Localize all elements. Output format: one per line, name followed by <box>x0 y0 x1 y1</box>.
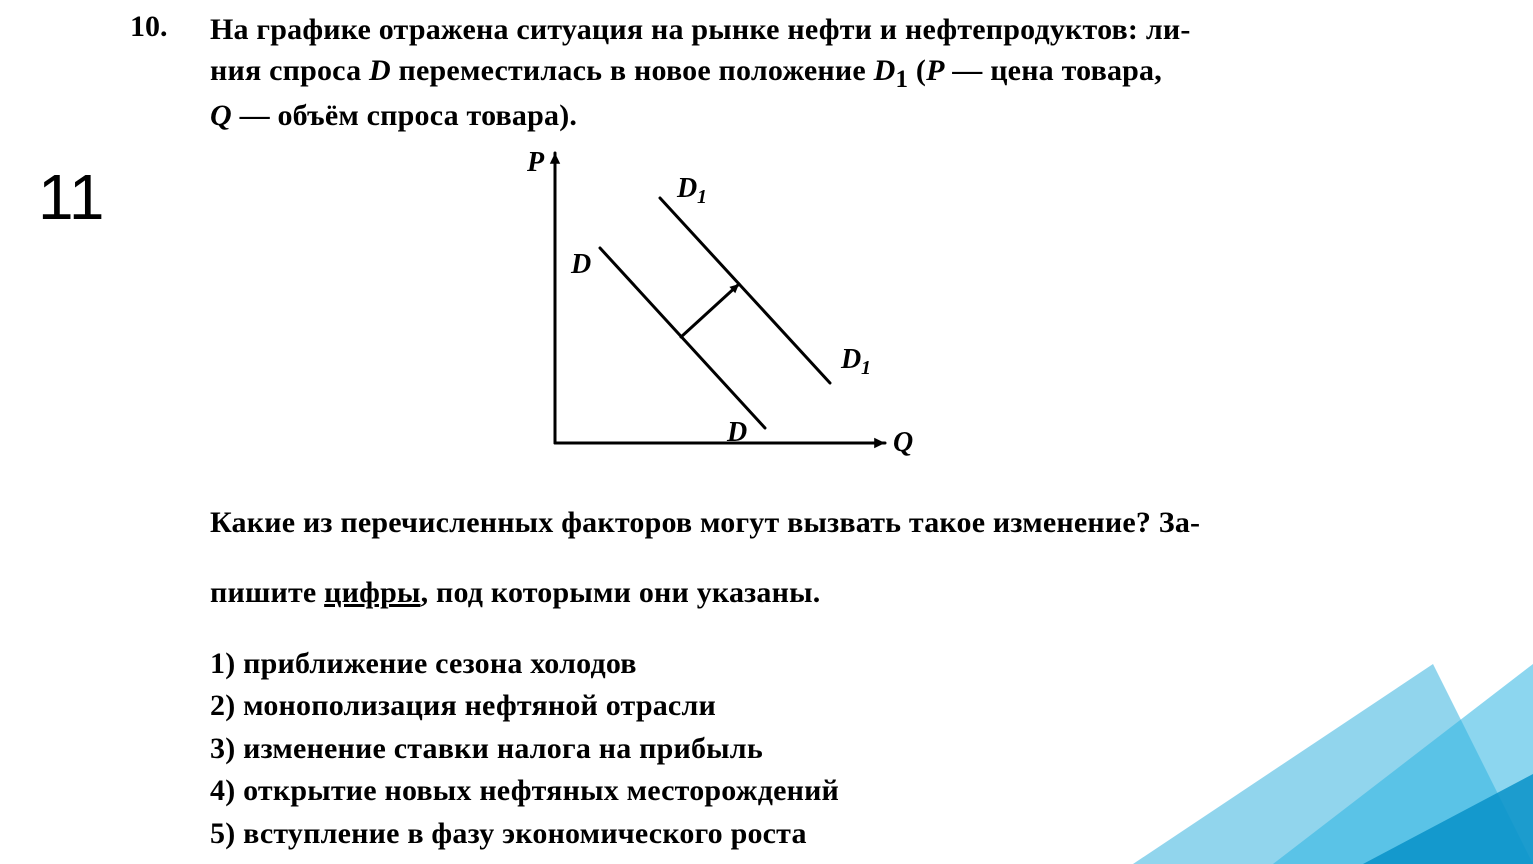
answer-options: 1) приближение сезона холодов 2) монопол… <box>210 644 1200 855</box>
svg-text:1: 1 <box>697 186 707 208</box>
var-q: Q <box>210 99 232 132</box>
svg-text:1: 1 <box>861 357 871 379</box>
option-2: 2) монополизация нефтяной отрасли <box>210 686 1200 727</box>
prompt-text: пишите <box>210 576 324 609</box>
prompt-underline: цифры <box>324 576 420 609</box>
question-number: 10. <box>130 10 210 44</box>
question-stem: На графике отражена ситуация на рынке не… <box>210 10 1200 137</box>
prompt-text: , под которыми они указаны. <box>421 576 821 609</box>
var-d: D <box>369 54 391 87</box>
question-body: На графике отражена ситуация на рынке не… <box>210 10 1200 856</box>
question-prompt: Какие из перечисленных факторов могут вы… <box>210 503 1200 614</box>
stem-text: ( <box>908 54 926 87</box>
var-p: P <box>926 54 945 87</box>
var-d1: D <box>874 54 896 87</box>
svg-text:D: D <box>570 249 591 280</box>
svg-text:Q: Q <box>893 427 913 458</box>
prompt-text: Какие из перечисленных факторов могут вы… <box>210 506 1200 539</box>
stem-text: На графике отражена ситуация на рынке не… <box>210 13 1191 46</box>
option-3: 3) изменение ставки налога на прибыль <box>210 729 1200 770</box>
question-block: 10. На графике отражена ситуация на рынк… <box>130 10 1500 856</box>
svg-text:D: D <box>726 417 747 448</box>
option-5: 5) вступление в фазу экономического рост… <box>210 814 1200 855</box>
svg-text:P: P <box>526 147 545 178</box>
var-d1-sub: 1 <box>895 66 908 93</box>
stem-text: — объём спроса товара). <box>232 99 577 132</box>
svg-text:D: D <box>840 344 861 375</box>
chart-svg: PQDDD1D1 <box>485 143 925 473</box>
demand-shift-chart: PQDDD1D1 <box>210 143 1200 473</box>
stem-text: ния спроса <box>210 54 369 87</box>
stem-text: — цена товара, <box>945 54 1162 87</box>
option-1: 1) приближение сезона холодов <box>210 644 1200 685</box>
stem-text: переместилась в новое положение <box>391 54 874 87</box>
slide-number: 11 <box>38 160 104 234</box>
option-4: 4) открытие новых нефтяных месторождений <box>210 771 1200 812</box>
svg-text:D: D <box>676 173 697 204</box>
